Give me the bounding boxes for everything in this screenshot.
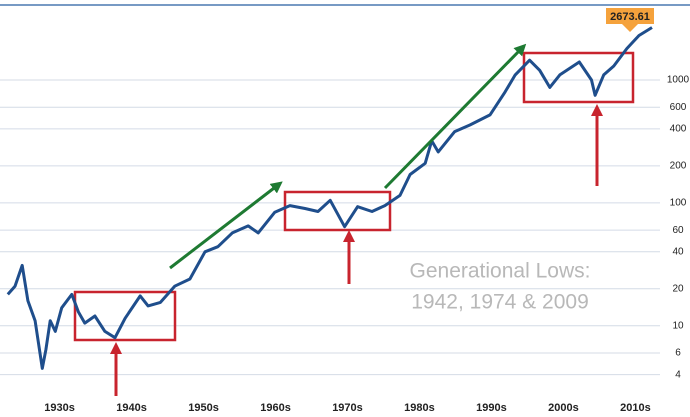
y-tick-label: 200 bbox=[670, 161, 687, 172]
y-tick-label: 40 bbox=[672, 246, 684, 257]
y-tick-label: 60 bbox=[672, 225, 684, 236]
callout-label: 2673.61 bbox=[610, 11, 650, 23]
line bbox=[6, 26, 653, 370]
x-tick-label: 1960s bbox=[260, 402, 291, 414]
x-tick-label: 1930s bbox=[44, 402, 75, 414]
x-tick-label: 1980s bbox=[404, 402, 435, 414]
y-tick-label: 10 bbox=[672, 320, 684, 331]
grid bbox=[0, 79, 660, 376]
box bbox=[73, 290, 177, 342]
green-arrows bbox=[169, 43, 527, 270]
annotation: 1942, 1974 & 2009 bbox=[411, 291, 589, 314]
x-tick-label: 1970s bbox=[332, 402, 363, 414]
x-tick-label: 1940s bbox=[116, 402, 147, 414]
arrow bbox=[169, 181, 283, 270]
y-tick-label: 100 bbox=[670, 198, 687, 209]
box bbox=[283, 190, 392, 232]
x-tick-label: 2000s bbox=[548, 402, 579, 414]
annotation: Generational Lows: bbox=[410, 260, 591, 283]
y-tick-label: 600 bbox=[670, 102, 687, 113]
y-tick-label: 400 bbox=[670, 124, 687, 135]
box bbox=[522, 51, 635, 104]
y-tick-label: 6 bbox=[675, 348, 681, 359]
series bbox=[6, 26, 653, 370]
x-tick-label: 1990s bbox=[476, 402, 507, 414]
y-tick-label: 1000 bbox=[667, 75, 690, 86]
callout bbox=[606, 8, 654, 32]
arrow bbox=[383, 43, 527, 190]
x-tick-label: 2010s bbox=[620, 402, 651, 414]
red-arrows bbox=[110, 104, 603, 396]
boxes bbox=[73, 51, 635, 342]
x-tick-label: 1950s bbox=[188, 402, 219, 414]
y-tick-label: 4 bbox=[675, 369, 681, 380]
y-tick-label: 20 bbox=[672, 283, 684, 294]
